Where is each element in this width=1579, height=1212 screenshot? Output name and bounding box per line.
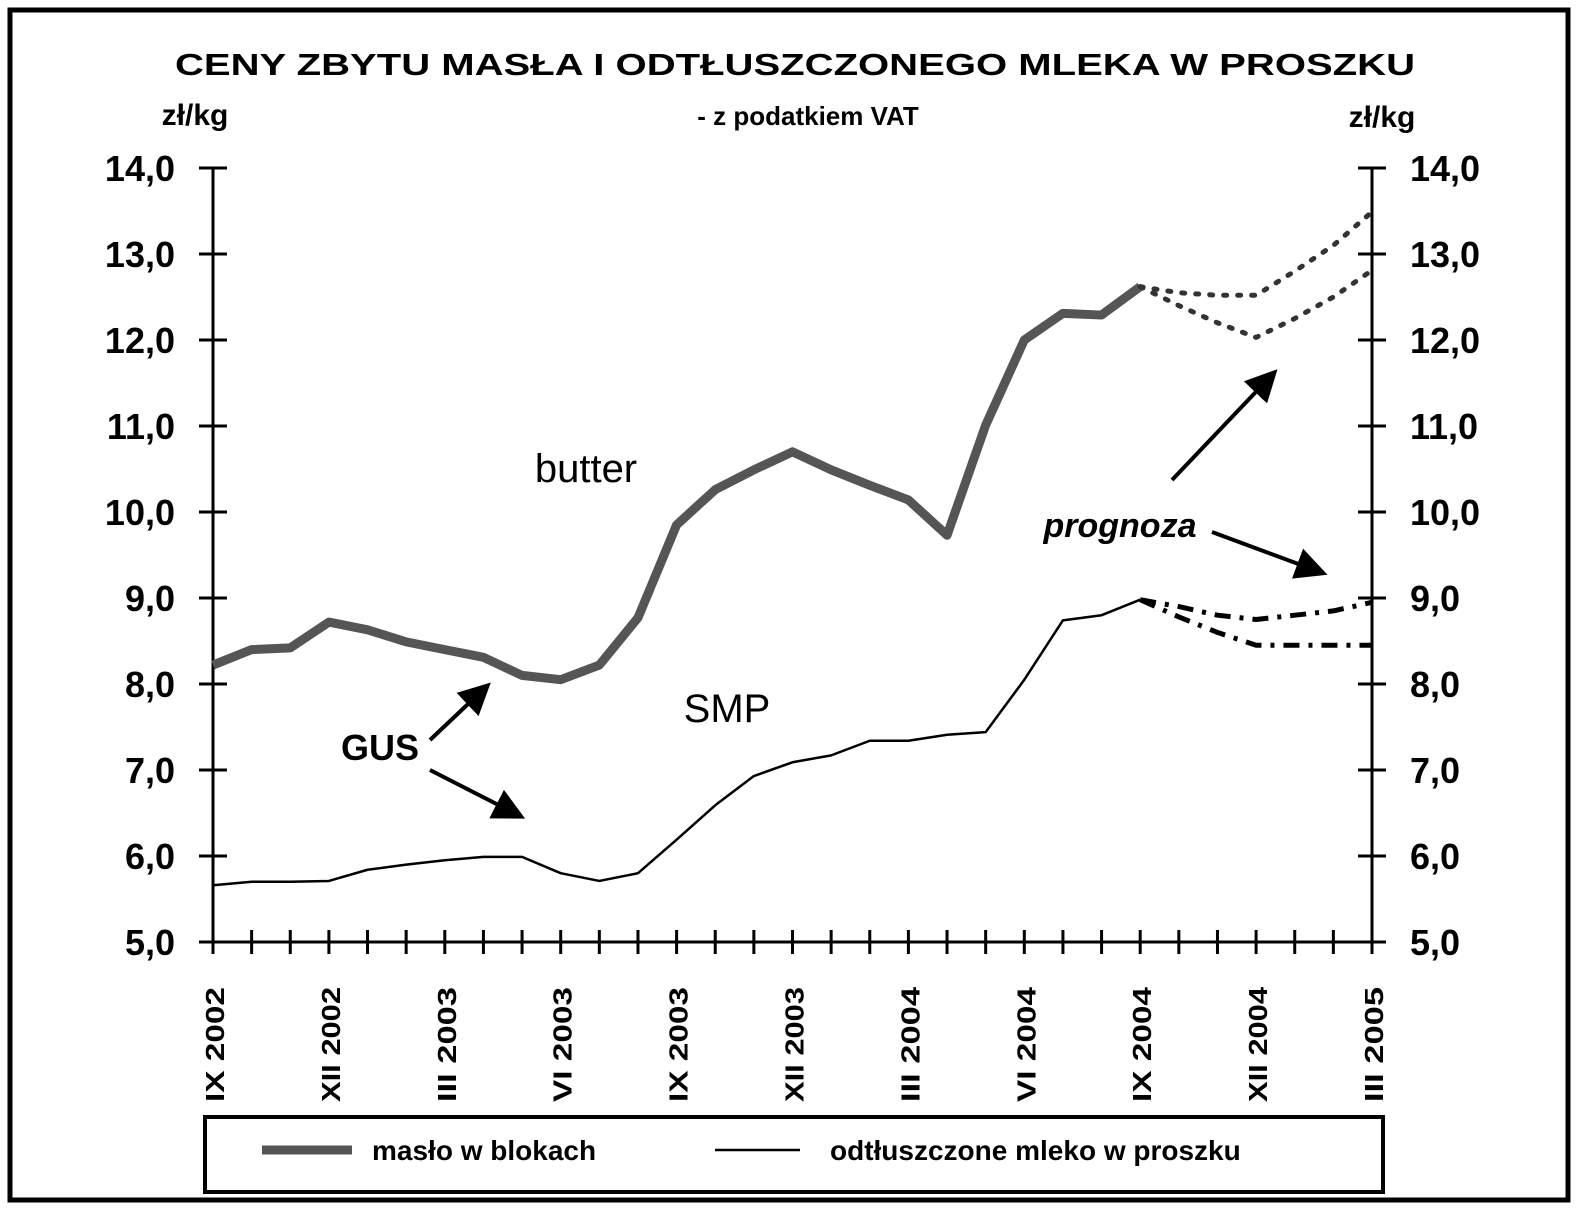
series-line bbox=[1137, 209, 1375, 298]
y2-tick-label: 13,0 bbox=[1410, 234, 1480, 275]
y-tick-label: 14,0 bbox=[105, 148, 175, 189]
y-tick-label: 12,0 bbox=[105, 320, 175, 361]
x-tick-label: XII 2004 bbox=[1243, 986, 1273, 1102]
legend-label: masło w blokach bbox=[372, 1135, 596, 1166]
x-tick-label: IX 2004 bbox=[1127, 986, 1157, 1102]
y2-tick-label: 9,0 bbox=[1410, 578, 1460, 619]
x-tick-label: III 2003 bbox=[432, 987, 462, 1102]
x-tick-label: XII 2002 bbox=[316, 987, 346, 1102]
y-tick-label: 13,0 bbox=[105, 234, 175, 275]
series-line bbox=[211, 283, 1143, 685]
legend-box bbox=[203, 1115, 1385, 1194]
y2-tick-label: 12,0 bbox=[1410, 320, 1480, 361]
x-tick-label: IX 2002 bbox=[200, 987, 230, 1102]
annotation: SMP bbox=[684, 687, 771, 731]
y-tick-label: 10,0 bbox=[105, 492, 175, 533]
series-line bbox=[1139, 597, 1372, 648]
legend-label: odtłuszczone mleko w proszku bbox=[830, 1135, 1241, 1166]
y-tick-label: 5,0 bbox=[125, 922, 175, 963]
x-tick-label: XII 2003 bbox=[780, 987, 810, 1102]
annotation: GUS bbox=[341, 727, 419, 768]
x-tick-label: IX 2003 bbox=[664, 987, 694, 1102]
y-tick-label: 7,0 bbox=[125, 750, 175, 791]
x-tick-label: VI 2003 bbox=[548, 987, 578, 1102]
arrows bbox=[428, 369, 1328, 819]
y-tick-label: 9,0 bbox=[125, 578, 175, 619]
series-line bbox=[1139, 597, 1373, 622]
chart-subtitle: - z podatkiem VAT bbox=[697, 101, 919, 131]
y2-tick-label: 8,0 bbox=[1410, 664, 1460, 705]
y-tick-label: 6,0 bbox=[125, 836, 175, 877]
y-tick-label: 8,0 bbox=[125, 664, 175, 705]
series-line bbox=[212, 598, 1141, 887]
y-tick-label: 11,0 bbox=[107, 406, 175, 447]
y2-tick-label: 14,0 bbox=[1410, 148, 1480, 189]
y2-tick-label: 10,0 bbox=[1410, 492, 1480, 533]
x-tick-label: III 2005 bbox=[1359, 987, 1389, 1102]
chart-title: CENY ZBYTU MASŁA I ODTŁUSZCZONEGO MLEKA … bbox=[175, 47, 1415, 82]
x-tick-label: III 2004 bbox=[895, 986, 925, 1102]
y2-tick-label: 6,0 bbox=[1410, 836, 1460, 877]
y2-tick-label: 11,0 bbox=[1410, 406, 1478, 447]
y-axis-label: zł/kg bbox=[162, 99, 229, 132]
y2-tick-label: 5,0 bbox=[1410, 922, 1460, 963]
x-tick-label: VI 2004 bbox=[1011, 986, 1041, 1102]
series-line bbox=[1137, 267, 1375, 340]
y2-tick-label: 7,0 bbox=[1410, 750, 1460, 791]
y2-axis-label: zł/kg bbox=[1349, 101, 1416, 134]
annotation: prognoza bbox=[1043, 507, 1197, 545]
annotation: butter bbox=[535, 447, 637, 491]
frame bbox=[7, 7, 1571, 1203]
